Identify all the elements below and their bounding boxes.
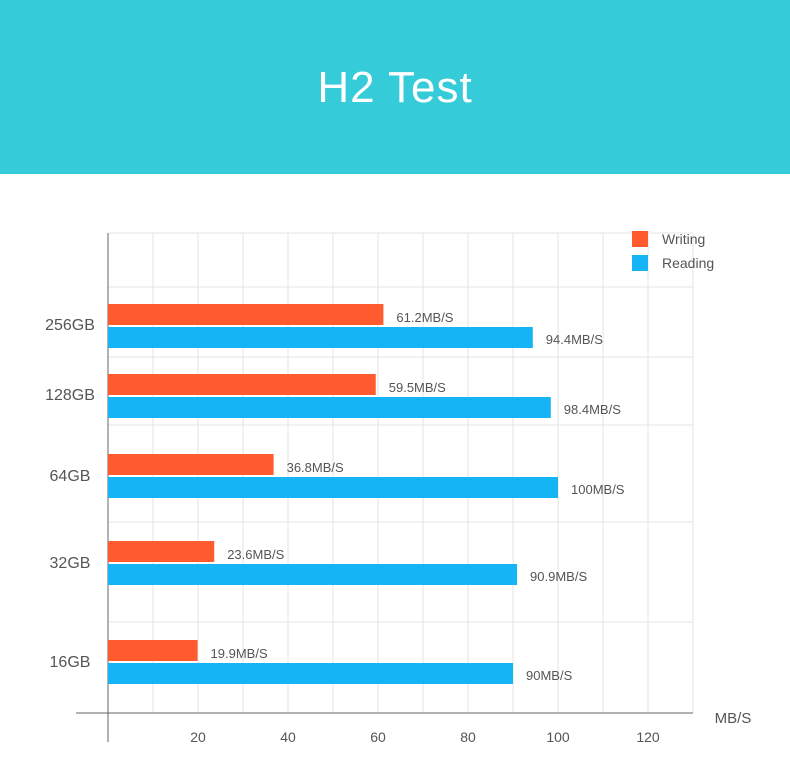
bar-reading <box>108 663 513 684</box>
data-label-reading: 94.4MB/S <box>546 332 603 347</box>
x-tick-label: 20 <box>190 729 206 745</box>
data-label-reading: 100MB/S <box>571 482 625 497</box>
page-title: H2 Test <box>317 63 473 112</box>
x-tick-label: 80 <box>460 729 476 745</box>
header-banner: H2 Test <box>0 0 790 174</box>
data-label-writing: 59.5MB/S <box>389 380 446 395</box>
bar-writing <box>108 454 274 475</box>
bar-writing <box>108 374 376 395</box>
data-label-reading: 98.4MB/S <box>564 402 621 417</box>
legend-label-reading: Reading <box>662 255 714 271</box>
bar-writing <box>108 304 384 325</box>
legend-swatch-reading <box>632 255 648 271</box>
bar-reading <box>108 564 518 585</box>
data-label-writing: 61.2MB/S <box>396 310 453 325</box>
category-label: 32GB <box>50 555 91 572</box>
category-label: 256GB <box>45 317 95 334</box>
bar-writing <box>108 640 198 661</box>
legend-label-writing: Writing <box>662 231 705 247</box>
x-tick-label: 100 <box>546 729 570 745</box>
category-label: 128GB <box>45 387 95 404</box>
bar-reading <box>108 477 558 498</box>
data-label-reading: 90MB/S <box>526 668 573 683</box>
data-label-writing: 19.9MB/S <box>211 646 268 661</box>
data-label-writing: 36.8MB/S <box>287 460 344 475</box>
bar-reading <box>108 397 551 418</box>
bar-reading <box>108 327 533 348</box>
x-tick-label: 120 <box>636 729 660 745</box>
category-label: 64GB <box>50 468 91 485</box>
x-tick-label: 60 <box>370 729 386 745</box>
x-tick-label: 40 <box>280 729 296 745</box>
data-label-reading: 90.9MB/S <box>530 569 587 584</box>
bar-writing <box>108 541 215 562</box>
data-label-writing: 23.6MB/S <box>227 547 284 562</box>
legend-swatch-writing <box>632 231 648 247</box>
x-axis-label: MB/S <box>715 710 752 727</box>
category-label: 16GB <box>50 654 91 671</box>
